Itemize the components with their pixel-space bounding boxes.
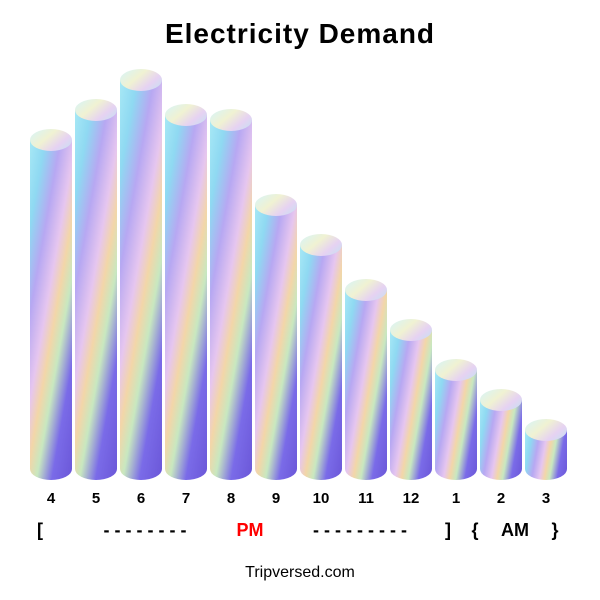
chart-plot-area <box>30 70 570 480</box>
period-segment: } <box>551 520 558 541</box>
bar-top-ellipse <box>435 359 477 381</box>
bar-cylinder <box>390 330 432 480</box>
bar-top-ellipse <box>165 104 207 126</box>
x-axis-label: 11 <box>358 490 374 507</box>
bar-cylinder <box>210 120 252 480</box>
bar-cylinder <box>75 110 117 480</box>
bar-top-ellipse <box>75 99 117 121</box>
bar-cylinder <box>435 370 477 480</box>
bar-cylinder <box>345 290 387 480</box>
period-segment: [ <box>37 520 43 541</box>
bar-body <box>75 110 117 480</box>
bar-cylinder <box>300 245 342 480</box>
bar-top-ellipse <box>525 419 567 441</box>
bar-cylinder <box>480 400 522 480</box>
x-axis-label: 8 <box>227 490 235 507</box>
period-segment: PM <box>237 520 264 541</box>
bar-body <box>300 245 342 480</box>
bar-top-ellipse <box>210 109 252 131</box>
x-axis-label: 1 <box>452 490 460 507</box>
bar-body <box>30 140 72 480</box>
x-axis-label: 10 <box>313 490 330 507</box>
bar-cylinder <box>255 205 297 480</box>
bar-cylinder <box>30 140 72 480</box>
bar-top-ellipse <box>255 194 297 216</box>
bar-top-ellipse <box>30 129 72 151</box>
bar-body <box>480 400 522 480</box>
bar-top-ellipse <box>390 319 432 341</box>
bar-body <box>390 330 432 480</box>
watermark-text: Tripversed.com <box>0 564 600 582</box>
bar-body <box>210 120 252 480</box>
period-segment: - - - - - - - - - <box>313 520 407 541</box>
chart-title: Electricity Demand <box>0 18 600 50</box>
x-axis-labels: 456789101112123 <box>30 490 570 510</box>
bar-top-ellipse <box>300 234 342 256</box>
x-axis-label: 7 <box>182 490 190 507</box>
bar-cylinder <box>165 115 207 480</box>
x-axis-label: 12 <box>403 490 420 507</box>
period-segment: - - - - - - - - <box>104 520 187 541</box>
x-axis-label: 3 <box>542 490 550 507</box>
period-segment: ] <box>445 520 451 541</box>
x-axis-label: 4 <box>47 490 55 507</box>
x-axis-label: 5 <box>92 490 100 507</box>
bar-top-ellipse <box>120 69 162 91</box>
x-axis-label: 2 <box>497 490 505 507</box>
bar-body <box>120 80 162 480</box>
bar-body <box>435 370 477 480</box>
bar-body <box>255 205 297 480</box>
bar-body <box>345 290 387 480</box>
x-axis-label: 9 <box>272 490 280 507</box>
bar-cylinder <box>525 430 567 480</box>
bar-body <box>165 115 207 480</box>
x-axis-label: 6 <box>137 490 145 507</box>
bar-top-ellipse <box>480 389 522 411</box>
period-segment: AM <box>501 520 529 541</box>
bar-cylinder <box>120 80 162 480</box>
bar-top-ellipse <box>345 279 387 301</box>
period-segment: { <box>471 520 478 541</box>
